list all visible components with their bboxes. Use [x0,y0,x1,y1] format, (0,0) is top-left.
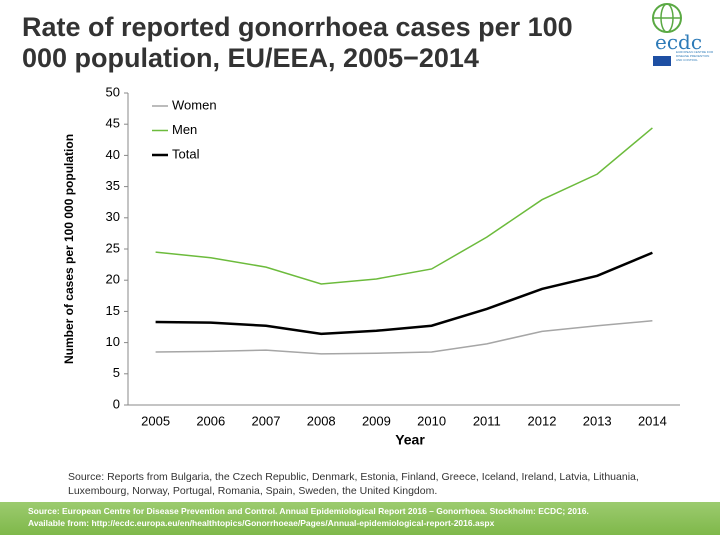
y-tick-label: 10 [106,334,120,349]
logo-subtitle: EUROPEAN CENTRE FOR DISEASE PREVENTION A… [676,50,714,62]
x-tick-label: 2012 [528,413,557,428]
y-tick-label: 25 [106,240,120,255]
y-tick-label: 30 [106,209,120,224]
footer-line: Available from: http://ecdc.europa.eu/en… [28,518,495,528]
y-tick-label: 5 [113,365,120,380]
x-tick-label: 2014 [638,413,667,428]
x-tick-label: 2009 [362,413,391,428]
chart-title: Rate of reported gonorrhoea cases per 10… [22,12,573,73]
footer: Source: European Centre for Disease Prev… [0,502,720,535]
data-line [155,127,653,285]
y-tick-label: 15 [106,303,120,318]
x-tick-label: 2013 [583,413,612,428]
x-tick-label: 2011 [473,413,501,428]
legend-label: Total [172,146,200,161]
y-tick-label: 35 [106,178,120,193]
x-tick-label: 2007 [252,413,281,428]
x-axis-label: Year [395,432,425,448]
chart-note: Source: Reports from Bulgaria, the Czech… [68,471,639,497]
y-tick-label: 45 [106,116,120,131]
legend-label: Men [172,122,197,137]
x-tick-label: 2008 [307,413,336,428]
logo-globe [652,3,682,66]
data-line [155,251,653,336]
y-axis-label: Number of cases per 100 000 population [62,134,76,364]
x-tick-label: 2010 [417,413,446,428]
x-tick-label: 2005 [141,413,170,428]
y-tick-label: 0 [113,396,120,411]
y-tick-label: 20 [106,272,120,287]
legend-label: Women [172,97,217,112]
x-tick-label: 2006 [196,413,225,428]
logo-name: ecdc [655,30,703,54]
y-tick-label: 40 [106,147,120,162]
y-tick-label: 50 [106,84,120,99]
data-line [155,320,653,355]
footer-line: Source: European Centre for Disease Prev… [28,506,589,516]
